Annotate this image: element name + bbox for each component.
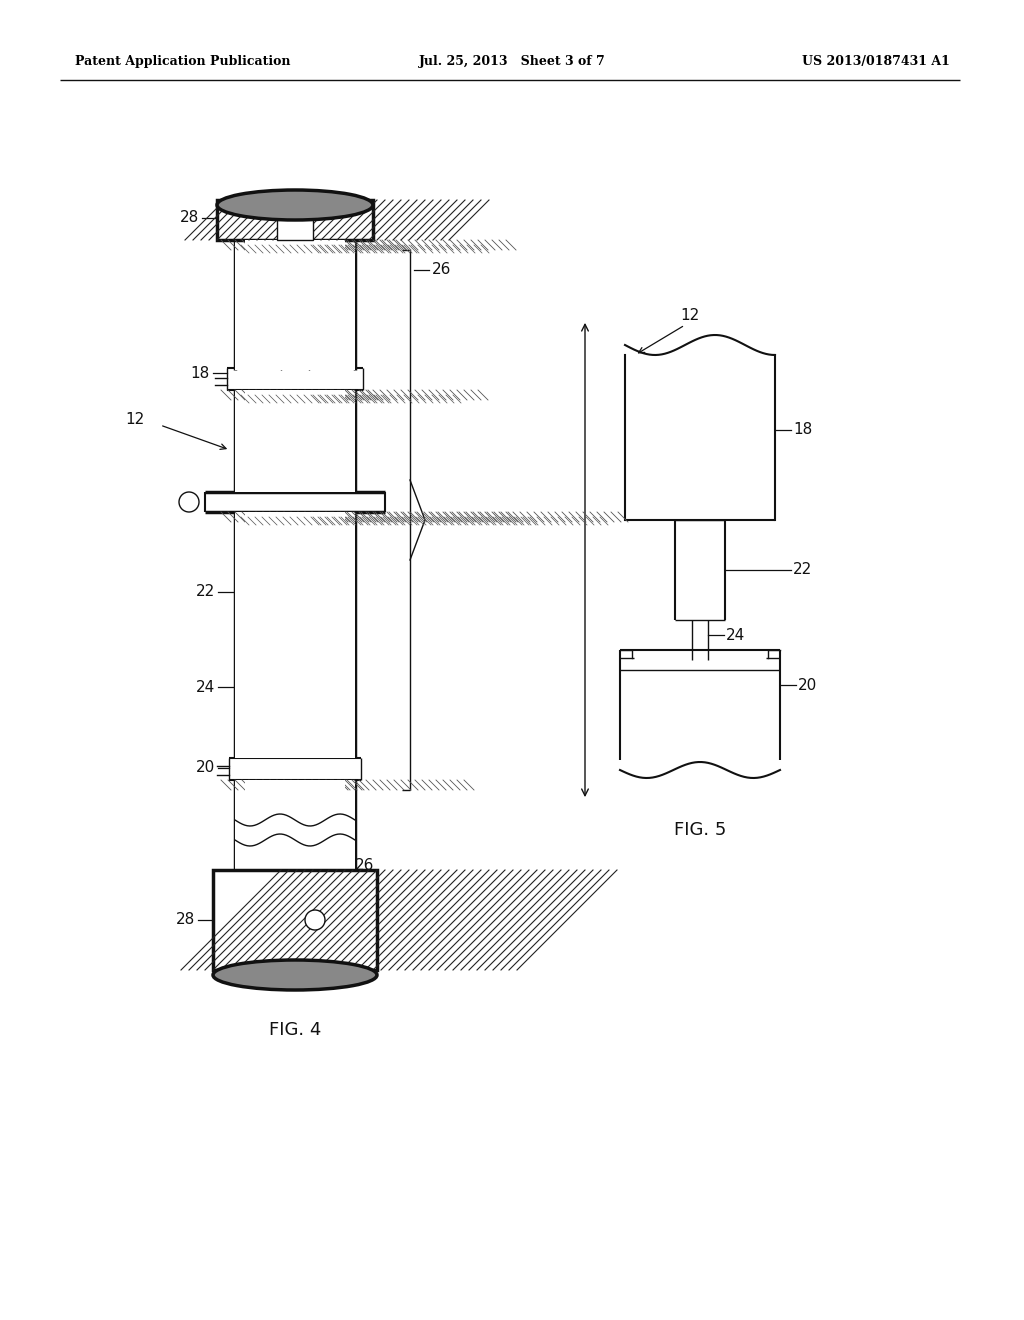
- Bar: [327, 395, 335, 487]
- Bar: [213, 870, 377, 970]
- Bar: [234, 780, 245, 870]
- Bar: [255, 395, 263, 487]
- Bar: [345, 780, 355, 870]
- Text: 18: 18: [190, 366, 210, 380]
- Bar: [345, 240, 355, 370]
- Text: FIG. 5: FIG. 5: [674, 821, 726, 840]
- Text: 24: 24: [726, 627, 745, 643]
- Bar: [327, 517, 335, 752]
- Ellipse shape: [213, 960, 377, 990]
- Bar: [234, 512, 245, 758]
- Bar: [245, 512, 345, 758]
- Text: 12: 12: [680, 308, 699, 322]
- Bar: [245, 780, 345, 870]
- Text: 22: 22: [793, 562, 812, 578]
- Text: Jul. 25, 2013   Sheet 3 of 7: Jul. 25, 2013 Sheet 3 of 7: [419, 55, 605, 69]
- Bar: [234, 389, 245, 492]
- Text: 22: 22: [196, 585, 215, 599]
- Bar: [264, 682, 326, 708]
- Bar: [255, 517, 263, 752]
- Bar: [217, 201, 373, 240]
- Text: 20: 20: [196, 760, 215, 776]
- Circle shape: [179, 492, 199, 512]
- Text: 26: 26: [355, 858, 375, 873]
- Bar: [345, 389, 355, 492]
- Bar: [245, 240, 345, 370]
- Text: 18: 18: [793, 422, 812, 437]
- Ellipse shape: [217, 190, 373, 220]
- Text: 24: 24: [196, 680, 215, 694]
- Text: US 2013/0187431 A1: US 2013/0187431 A1: [802, 55, 950, 69]
- Bar: [234, 240, 245, 370]
- Text: FIG. 4: FIG. 4: [269, 1020, 322, 1039]
- Bar: [327, 246, 335, 366]
- Bar: [345, 512, 355, 758]
- Text: 12: 12: [126, 412, 145, 428]
- Bar: [255, 246, 263, 366]
- Bar: [245, 389, 345, 492]
- Text: 28: 28: [176, 912, 195, 928]
- Circle shape: [305, 909, 325, 931]
- Text: 26: 26: [432, 263, 452, 277]
- Text: 28: 28: [180, 210, 199, 226]
- Text: Patent Application Publication: Patent Application Publication: [75, 55, 291, 69]
- Text: 20: 20: [798, 677, 817, 693]
- Bar: [278, 205, 313, 240]
